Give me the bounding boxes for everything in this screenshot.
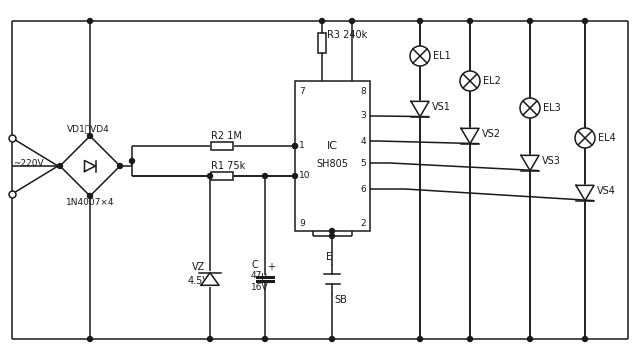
Text: R3 240k: R3 240k xyxy=(327,30,367,40)
Circle shape xyxy=(292,144,298,148)
Circle shape xyxy=(58,164,63,168)
Text: EL3: EL3 xyxy=(543,103,561,113)
Text: EL2: EL2 xyxy=(483,76,501,86)
Circle shape xyxy=(417,337,422,342)
Text: 1N4007×4: 1N4007×4 xyxy=(66,198,115,207)
Text: IC: IC xyxy=(327,141,338,151)
Text: R2 1M: R2 1M xyxy=(211,131,242,141)
Text: 3: 3 xyxy=(360,112,366,120)
Text: 1: 1 xyxy=(299,141,305,151)
Polygon shape xyxy=(461,128,479,144)
Text: 2: 2 xyxy=(360,219,366,227)
Circle shape xyxy=(207,337,212,342)
Circle shape xyxy=(292,173,298,179)
Polygon shape xyxy=(84,160,95,172)
Circle shape xyxy=(118,164,122,168)
Circle shape xyxy=(129,159,134,164)
Text: SH805: SH805 xyxy=(317,159,349,169)
Text: 9: 9 xyxy=(299,219,305,227)
Circle shape xyxy=(88,193,93,199)
Bar xyxy=(211,142,233,150)
Circle shape xyxy=(582,337,588,342)
Text: 7: 7 xyxy=(299,86,305,95)
Circle shape xyxy=(292,144,298,148)
Circle shape xyxy=(527,337,532,342)
Circle shape xyxy=(330,233,335,238)
Bar xyxy=(318,33,326,53)
Text: 47μ: 47μ xyxy=(251,272,268,280)
Circle shape xyxy=(467,337,472,342)
Text: VZ: VZ xyxy=(192,262,205,272)
Text: 8: 8 xyxy=(360,86,366,95)
Circle shape xyxy=(330,337,335,342)
Polygon shape xyxy=(411,101,429,117)
Circle shape xyxy=(575,128,595,148)
Text: 10: 10 xyxy=(299,172,310,180)
Circle shape xyxy=(527,19,532,24)
Text: R1 75k: R1 75k xyxy=(211,161,245,171)
Text: VS3: VS3 xyxy=(542,156,561,166)
Text: VS4: VS4 xyxy=(597,186,616,196)
Circle shape xyxy=(262,337,268,342)
Circle shape xyxy=(319,19,324,24)
Text: SB: SB xyxy=(334,295,347,305)
Text: C: C xyxy=(251,260,258,270)
Text: 4.5V: 4.5V xyxy=(188,276,210,286)
Circle shape xyxy=(262,173,268,179)
Text: VS2: VS2 xyxy=(482,129,501,139)
Circle shape xyxy=(207,173,212,179)
Circle shape xyxy=(349,19,355,24)
Circle shape xyxy=(582,19,588,24)
Text: VD1～VD4: VD1～VD4 xyxy=(67,124,109,133)
Text: EL4: EL4 xyxy=(598,133,616,143)
Text: 4: 4 xyxy=(360,137,366,146)
Circle shape xyxy=(330,229,335,233)
Text: 16V: 16V xyxy=(251,284,269,292)
Circle shape xyxy=(88,133,93,139)
Polygon shape xyxy=(521,155,539,171)
Text: +: + xyxy=(267,262,275,272)
Bar xyxy=(295,81,370,231)
Text: 5: 5 xyxy=(360,159,366,167)
Polygon shape xyxy=(201,273,219,285)
Circle shape xyxy=(460,71,480,91)
Polygon shape xyxy=(576,185,594,201)
Circle shape xyxy=(410,46,430,66)
Text: 6: 6 xyxy=(360,185,366,193)
Circle shape xyxy=(467,19,472,24)
Text: VS1: VS1 xyxy=(432,102,451,112)
Circle shape xyxy=(520,98,540,118)
Circle shape xyxy=(417,19,422,24)
Circle shape xyxy=(88,337,93,342)
Text: EL1: EL1 xyxy=(433,51,451,61)
Bar xyxy=(211,172,233,180)
Text: ~220V: ~220V xyxy=(13,159,44,168)
Circle shape xyxy=(88,19,93,24)
Text: E: E xyxy=(326,252,332,262)
